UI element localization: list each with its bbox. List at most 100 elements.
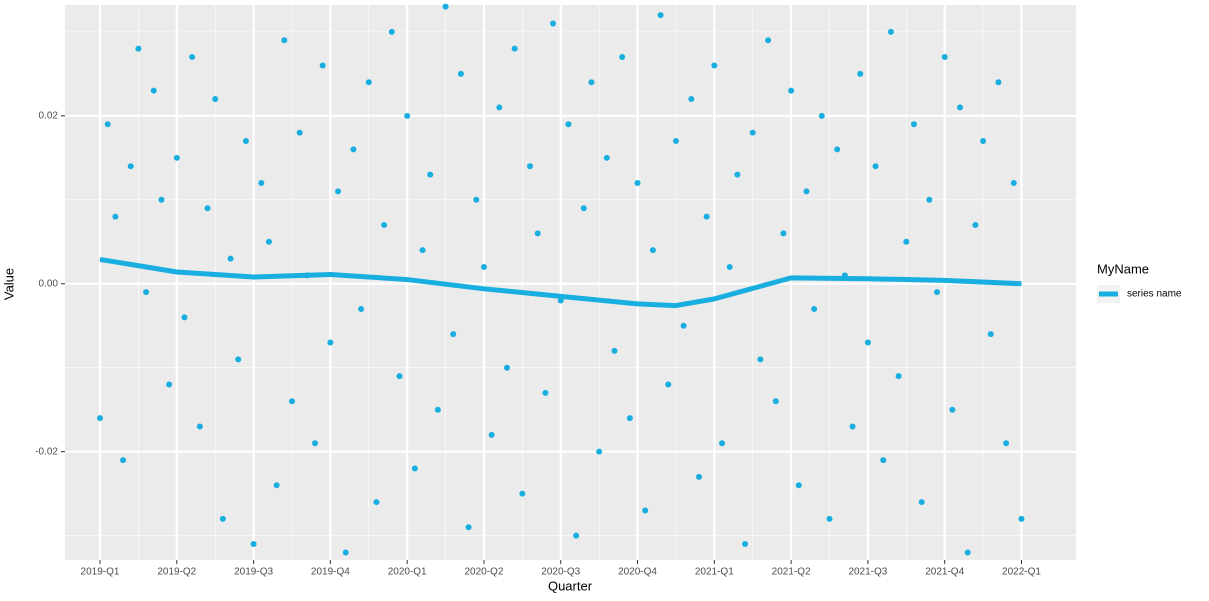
point xyxy=(143,289,150,296)
point xyxy=(181,314,188,321)
point xyxy=(527,163,534,170)
point xyxy=(695,473,702,480)
point xyxy=(872,163,879,170)
point xyxy=(596,448,603,455)
point xyxy=(1018,515,1025,522)
point xyxy=(703,213,710,220)
point xyxy=(765,37,772,44)
point xyxy=(258,180,265,187)
point xyxy=(419,247,426,254)
point xyxy=(265,238,272,245)
x-tick-label: 2019-Q1 xyxy=(81,567,120,578)
point xyxy=(788,87,795,94)
point xyxy=(964,549,971,556)
point xyxy=(227,255,234,262)
point xyxy=(281,37,288,44)
x-tick-label: 2021-Q4 xyxy=(925,567,964,578)
point xyxy=(511,45,518,52)
smooth-line xyxy=(99,256,1022,309)
point xyxy=(296,129,303,136)
point xyxy=(887,28,894,35)
point xyxy=(496,104,503,111)
x-tick-label: 2019-Q2 xyxy=(157,567,196,578)
point xyxy=(734,171,741,178)
point xyxy=(626,415,633,422)
point xyxy=(803,188,810,195)
point xyxy=(542,389,549,396)
point xyxy=(189,54,196,61)
point xyxy=(519,490,526,497)
point xyxy=(273,482,280,489)
point xyxy=(580,205,587,212)
point xyxy=(649,247,656,254)
point xyxy=(396,373,403,380)
point xyxy=(642,507,649,514)
point xyxy=(411,465,418,472)
point xyxy=(1010,180,1017,187)
point xyxy=(250,541,257,548)
point xyxy=(480,263,487,270)
point xyxy=(550,20,557,27)
point xyxy=(312,440,319,447)
point xyxy=(903,238,910,245)
point xyxy=(849,423,856,430)
x-tick-label: 2019-Q4 xyxy=(311,567,350,578)
point xyxy=(573,532,580,539)
point xyxy=(488,431,495,438)
point xyxy=(918,499,925,506)
point xyxy=(373,499,380,506)
point xyxy=(795,482,802,489)
point xyxy=(404,112,411,119)
point xyxy=(342,549,349,556)
point xyxy=(910,121,917,128)
point xyxy=(895,373,902,380)
point xyxy=(603,154,610,161)
point xyxy=(995,79,1002,86)
point xyxy=(319,62,326,69)
point xyxy=(749,129,756,136)
point xyxy=(880,457,887,464)
point xyxy=(534,230,541,237)
x-tick-label: 2020-Q2 xyxy=(464,567,503,578)
point xyxy=(350,146,357,153)
point xyxy=(742,541,749,548)
legend-title: MyName xyxy=(1097,261,1149,276)
point xyxy=(219,515,226,522)
point xyxy=(442,3,449,10)
x-tick-label: 2021-Q2 xyxy=(772,567,811,578)
point xyxy=(588,79,595,86)
point xyxy=(688,96,695,103)
point xyxy=(150,87,157,94)
point xyxy=(934,289,941,296)
point xyxy=(826,515,833,522)
x-tick-label: 2020-Q3 xyxy=(541,567,580,578)
point xyxy=(235,356,242,363)
y-tick-label: 0.00 xyxy=(39,278,59,289)
point xyxy=(980,138,987,145)
point xyxy=(381,221,388,228)
point xyxy=(665,381,672,388)
point xyxy=(611,347,618,354)
point xyxy=(949,406,956,413)
point xyxy=(450,331,457,338)
point xyxy=(1003,440,1010,447)
point xyxy=(358,305,365,312)
point xyxy=(634,180,641,187)
point xyxy=(120,457,127,464)
x-tick-label: 2020-Q1 xyxy=(388,567,427,578)
x-tick-label: 2021-Q3 xyxy=(848,567,887,578)
point xyxy=(972,221,979,228)
point xyxy=(158,196,165,203)
x-tick-label: 2019-Q3 xyxy=(234,567,273,578)
y-tick-label: -0.02 xyxy=(35,446,58,457)
point xyxy=(242,138,249,145)
point xyxy=(726,263,733,270)
point xyxy=(987,331,994,338)
point xyxy=(288,398,295,405)
point xyxy=(780,230,787,237)
point xyxy=(465,524,472,531)
point xyxy=(680,322,687,329)
x-axis-title: Quarter xyxy=(548,578,593,593)
point xyxy=(335,188,342,195)
